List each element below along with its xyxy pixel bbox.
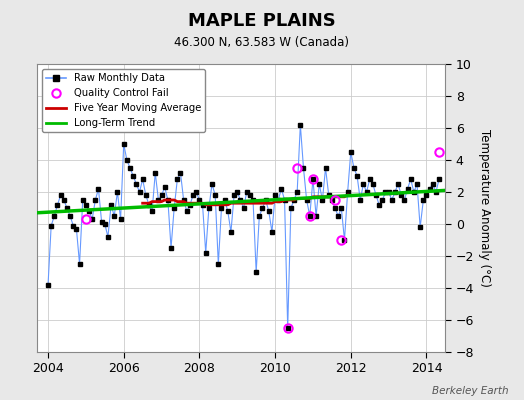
Legend: Raw Monthly Data, Quality Control Fail, Five Year Moving Average, Long-Term Tren: Raw Monthly Data, Quality Control Fail, …: [42, 69, 205, 132]
Y-axis label: Temperature Anomaly (°C): Temperature Anomaly (°C): [478, 129, 491, 287]
Text: 46.300 N, 63.583 W (Canada): 46.300 N, 63.583 W (Canada): [174, 36, 350, 49]
Text: Berkeley Earth: Berkeley Earth: [432, 386, 508, 396]
Text: MAPLE PLAINS: MAPLE PLAINS: [188, 12, 336, 30]
